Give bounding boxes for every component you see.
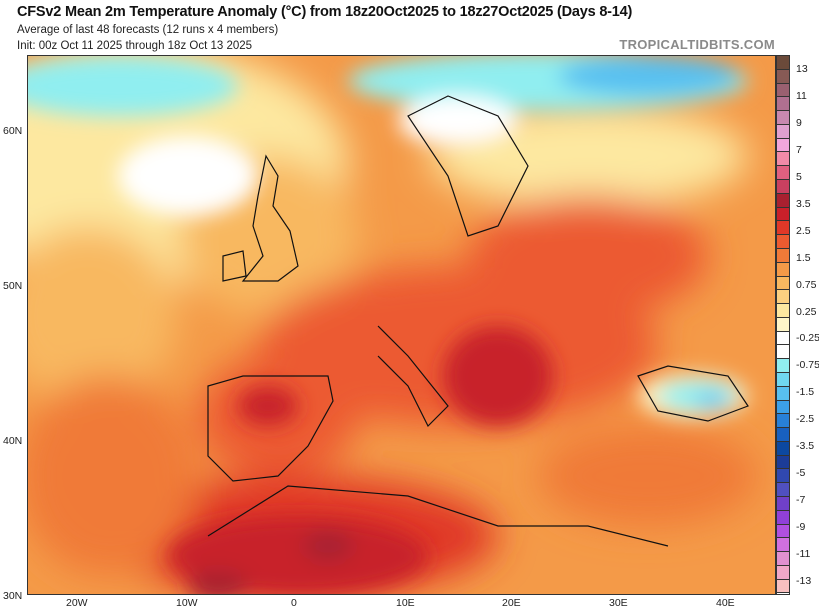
colorbar-segment xyxy=(777,483,789,497)
colorbar-segment xyxy=(777,565,789,580)
colorbar-segment xyxy=(777,97,789,112)
colorbar-label: -7 xyxy=(796,493,806,506)
colorbar-label: -13 xyxy=(796,574,812,587)
colorbar-segment xyxy=(777,317,789,332)
colorbar xyxy=(776,55,790,595)
colorbar-segment xyxy=(777,207,789,222)
colorbar-segment xyxy=(777,345,789,360)
colorbar-segment xyxy=(777,69,789,84)
colorbar-segment xyxy=(777,359,789,373)
colorbar-segment xyxy=(777,221,789,236)
anomaly-map xyxy=(27,55,776,595)
lon-label-0: 0 xyxy=(291,597,297,609)
colorbar-segment xyxy=(777,276,789,291)
colorbar-segment xyxy=(777,152,789,167)
lat-label-50n: 50N xyxy=(3,280,23,292)
colorbar-segment xyxy=(777,455,789,470)
map-title: CFSv2 Mean 2m Temperature Anomaly (°C) f… xyxy=(17,4,633,20)
colorbar-segment xyxy=(777,290,789,305)
colorbar-label: -3.5 xyxy=(796,440,815,453)
lat-label-60n: 60N xyxy=(3,125,23,137)
colorbar-segment xyxy=(777,124,789,139)
colorbar-segment xyxy=(777,111,789,125)
colorbar-segment xyxy=(777,166,789,181)
lon-label-10e: 10E xyxy=(396,597,415,609)
colorbar-segment xyxy=(777,414,789,429)
colorbar-label: 3.5 xyxy=(796,197,811,210)
init-time: Init: 00z Oct 11 2025 through 18z Oct 13… xyxy=(17,40,253,52)
lat-label-40n: 40N xyxy=(3,435,23,447)
colorbar-label: -1.5 xyxy=(796,386,815,399)
anomaly-field xyxy=(28,56,775,594)
colorbar-label: 9 xyxy=(796,117,802,130)
lon-label-20w: 20W xyxy=(66,597,88,609)
colorbar-segment xyxy=(777,428,789,442)
colorbar-label: -0.25 xyxy=(796,332,819,345)
colorbar-label: 1.5 xyxy=(796,251,811,264)
lon-label-20e: 20E xyxy=(502,597,521,609)
coastlines xyxy=(207,95,749,547)
colorbar-segment xyxy=(777,579,789,594)
lon-label-30e: 30E xyxy=(609,597,628,609)
colorbar-segment xyxy=(777,56,789,70)
colorbar-label: 2.5 xyxy=(796,224,811,237)
colorbar-label: 0.75 xyxy=(796,278,817,291)
colorbar-segment xyxy=(777,524,789,539)
colorbar-segment xyxy=(777,304,789,318)
colorbar-segment xyxy=(777,372,789,387)
colorbar-label: -0.75 xyxy=(796,359,819,372)
colorbar-segment xyxy=(777,262,789,277)
colorbar-segment xyxy=(777,510,789,525)
colorbar-segment xyxy=(777,552,789,566)
colorbar-segment xyxy=(777,180,789,194)
colorbar-segment xyxy=(777,400,789,415)
colorbar-label: 7 xyxy=(796,144,802,157)
colorbar-segment xyxy=(777,469,789,484)
colorbar-label: 13 xyxy=(796,63,808,76)
colorbar-segment xyxy=(777,538,789,553)
lon-label-40e: 40E xyxy=(716,597,735,609)
colorbar-label: -2.5 xyxy=(796,413,815,426)
colorbar-segment xyxy=(777,138,789,153)
colorbar-label: -11 xyxy=(796,547,811,560)
colorbar-label: 0.25 xyxy=(796,305,817,318)
colorbar-segment xyxy=(777,248,789,263)
colorbar-segment xyxy=(777,193,789,208)
colorbar-label: 11 xyxy=(796,90,807,103)
colorbar-segment xyxy=(777,235,789,249)
colorbar-label: -9 xyxy=(796,520,806,533)
map-subtitle: Average of last 48 forecasts (12 runs x … xyxy=(17,24,279,36)
colorbar-segment xyxy=(777,83,789,98)
colorbar-segment xyxy=(777,331,789,346)
colorbar-label: 5 xyxy=(796,171,802,184)
brand-watermark: TROPICALTIDBITS.COM xyxy=(619,37,775,52)
colorbar-label: -5 xyxy=(796,466,806,479)
colorbar-segment xyxy=(777,441,789,456)
lon-label-10w: 10W xyxy=(176,597,198,609)
colorbar-segment xyxy=(777,497,789,511)
lat-label-30n: 30N xyxy=(3,590,23,602)
colorbar-segment xyxy=(777,386,789,401)
